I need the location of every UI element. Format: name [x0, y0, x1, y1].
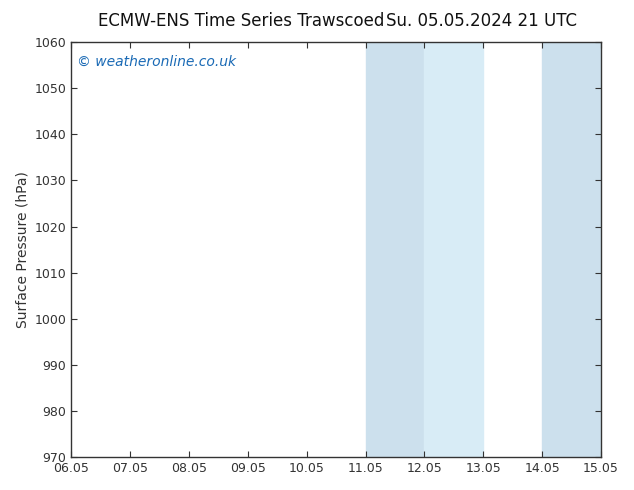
- Bar: [601, 42, 630, 457]
- Bar: [542, 42, 601, 457]
- Text: ECMW-ENS Time Series Trawscoed: ECMW-ENS Time Series Trawscoed: [98, 12, 384, 30]
- Y-axis label: Surface Pressure (hPa): Surface Pressure (hPa): [15, 171, 29, 328]
- Text: © weatheronline.co.uk: © weatheronline.co.uk: [77, 54, 236, 69]
- Bar: [366, 42, 425, 457]
- Text: Su. 05.05.2024 21 UTC: Su. 05.05.2024 21 UTC: [386, 12, 578, 30]
- Bar: [425, 42, 483, 457]
